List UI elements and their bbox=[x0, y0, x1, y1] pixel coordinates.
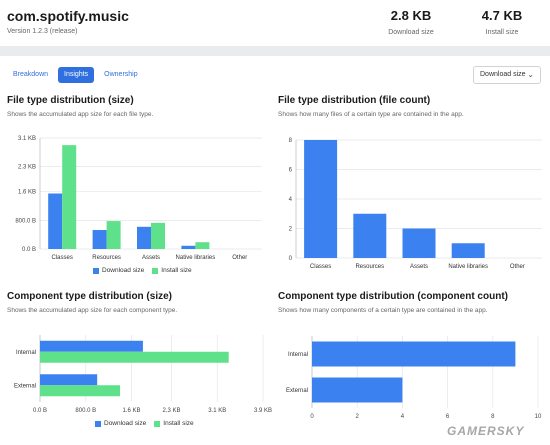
x-tick-label: 4 bbox=[401, 414, 405, 420]
app-header: com.spotify.music Version 1.2.3 (release… bbox=[0, 0, 550, 46]
y-tick-label: 8 bbox=[289, 138, 293, 144]
y-tick-label: External bbox=[286, 388, 308, 394]
bar bbox=[40, 340, 143, 352]
legend-download: Download size bbox=[95, 420, 146, 427]
chevron-down-icon: ⌄ bbox=[527, 70, 534, 79]
x-tick-label: 1.6 KB bbox=[122, 408, 140, 414]
bar bbox=[92, 230, 107, 249]
bar bbox=[312, 341, 516, 367]
x-tick-label: 3.9 KB bbox=[254, 408, 272, 414]
bar bbox=[402, 228, 436, 258]
y-tick-label: 3.1 KB bbox=[18, 136, 36, 142]
y-tick-label: 0.0 B bbox=[22, 247, 36, 253]
download-size-value: 2.8 KB bbox=[390, 8, 432, 23]
x-tick-label: Assets bbox=[410, 264, 428, 270]
legend-download-swatch bbox=[93, 267, 99, 274]
x-tick-label: Native libraries bbox=[448, 264, 488, 270]
size-metric-dropdown-value: Download size bbox=[480, 71, 526, 78]
legend-install-label: Install size bbox=[161, 267, 192, 274]
x-tick-label: Resources bbox=[355, 264, 384, 270]
y-tick-label: 6 bbox=[289, 168, 293, 174]
x-tick-label: 800.0 B bbox=[75, 408, 96, 414]
legend-download: Download size bbox=[93, 267, 144, 274]
bar bbox=[40, 385, 121, 397]
watermark: GAMERSKY bbox=[447, 424, 525, 438]
bar bbox=[137, 226, 151, 249]
legend-download-label: Download size bbox=[102, 267, 145, 274]
y-tick-label: Internal bbox=[16, 350, 36, 356]
file-size-subtitle: Shows the accumulated app size for each … bbox=[7, 111, 154, 118]
install-size-metric: 4.7 KB Install size bbox=[467, 8, 537, 36]
x-tick-label: Other bbox=[232, 255, 247, 261]
legend-download-label: Download size bbox=[104, 420, 147, 427]
file-size-chart: 0.0 B 800.0 B 1.6 KB 2.3 KB 3.1 KB Classes Res… bbox=[15, 136, 262, 261]
x-tick-label: Resources bbox=[92, 255, 121, 261]
comp-count-title: Component type distribution (component c… bbox=[278, 291, 508, 302]
bar bbox=[353, 213, 387, 258]
install-size-label: Install size bbox=[485, 29, 519, 36]
tab-breakdown[interactable]: Breakdown bbox=[13, 71, 49, 78]
app-title: com.spotify.music bbox=[7, 8, 129, 24]
legend-install-swatch bbox=[152, 267, 159, 274]
x-tick-label: 6 bbox=[446, 414, 450, 420]
comp-count-subtitle: Shows how many components of a certain t… bbox=[278, 307, 488, 314]
file-count-chart: 0 2 4 6 8 Classes Resources Assets Native librar… bbox=[289, 138, 542, 270]
bar bbox=[195, 242, 210, 249]
file-size-title: File type distribution (size) bbox=[7, 95, 134, 106]
x-tick-label: Native libraries bbox=[176, 255, 216, 261]
legend-install: Install size bbox=[152, 267, 192, 274]
bar bbox=[451, 243, 485, 258]
size-metric-dropdown[interactable]: Download size ⌄ bbox=[473, 66, 541, 84]
x-tick-label: Other bbox=[510, 264, 525, 270]
comp-size-legend: Download size Install size bbox=[95, 420, 202, 427]
install-size-value: 4.7 KB bbox=[481, 8, 523, 23]
comp-size-title: Component type distribution (size) bbox=[7, 291, 172, 302]
x-tick-label: Classes bbox=[310, 264, 331, 270]
x-tick-label: 3.1 KB bbox=[208, 408, 226, 414]
x-tick-label: 0.0 B bbox=[33, 408, 47, 414]
x-tick-label: Assets bbox=[142, 255, 160, 261]
file-size-legend: Download size Install size bbox=[93, 267, 200, 274]
bar bbox=[40, 374, 98, 386]
legend-install-swatch bbox=[154, 420, 161, 427]
bar bbox=[106, 221, 121, 249]
tab-insights[interactable]: Insights bbox=[58, 67, 95, 83]
x-tick-label: 2 bbox=[356, 414, 360, 420]
y-tick-label: 800.0 B bbox=[15, 218, 36, 224]
bar bbox=[62, 145, 77, 249]
legend-install: Install size bbox=[154, 420, 194, 427]
y-tick-label: 4 bbox=[289, 197, 293, 203]
bar bbox=[40, 351, 229, 363]
legend-download-swatch bbox=[95, 420, 101, 427]
download-size-label: Download size bbox=[388, 29, 434, 36]
bar bbox=[151, 222, 165, 249]
y-tick-label: 2 bbox=[289, 227, 293, 233]
y-tick-label: Internal bbox=[288, 352, 308, 358]
download-size-metric: 2.8 KB Download size bbox=[376, 8, 446, 36]
comp-size-chart: 0.0 B 800.0 B 1.6 KB 2.3 KB 3.1 KB 3.9 KB Inte… bbox=[14, 335, 272, 414]
legend-install-label: Install size bbox=[163, 420, 194, 427]
tab-bar: Breakdown Insights Ownership bbox=[7, 67, 148, 83]
y-tick-label: 2.3 KB bbox=[18, 165, 36, 171]
y-tick-label: External bbox=[14, 383, 36, 389]
bar bbox=[304, 140, 338, 258]
x-tick-label: 10 bbox=[535, 414, 542, 420]
bar bbox=[312, 377, 403, 403]
app-version: Version 1.2.3 (release) bbox=[7, 28, 78, 35]
y-tick-label: 1.6 KB bbox=[18, 190, 36, 196]
x-tick-label: 0 bbox=[310, 414, 314, 420]
x-tick-label: 2.3 KB bbox=[163, 408, 181, 414]
tab-ownership[interactable]: Ownership bbox=[104, 71, 138, 78]
comp-count-chart: 0 2 4 6 8 10 Internal External bbox=[286, 336, 542, 420]
bar bbox=[181, 245, 196, 249]
header-divider bbox=[0, 46, 550, 56]
comp-size-subtitle: Shows the accumulated app size for each … bbox=[7, 307, 178, 314]
x-tick-label: Classes bbox=[52, 255, 73, 261]
file-count-title: File type distribution (file count) bbox=[278, 95, 431, 106]
bar bbox=[48, 193, 63, 249]
file-count-subtitle: Shows how many files of a certain type a… bbox=[278, 111, 464, 118]
y-tick-label: 0 bbox=[289, 256, 293, 262]
x-tick-label: 8 bbox=[491, 414, 495, 420]
